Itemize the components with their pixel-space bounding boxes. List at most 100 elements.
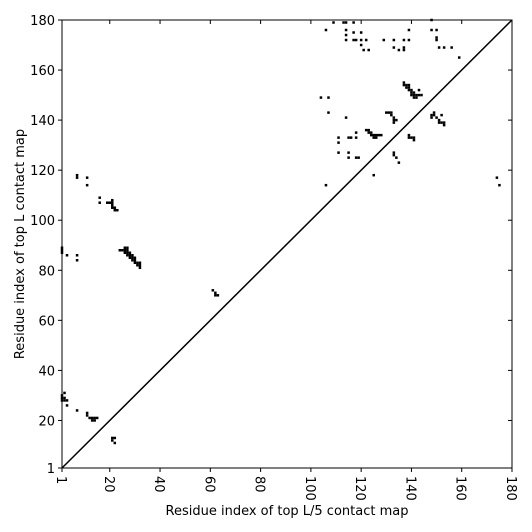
contact-point (432, 113, 436, 117)
contact-point (407, 83, 411, 87)
contact-point (85, 176, 89, 179)
contact-point (372, 133, 375, 137)
x-tick-label: 180 (503, 476, 518, 501)
contact-point (138, 266, 142, 270)
contact-point (407, 38, 411, 42)
contact-point (417, 88, 421, 92)
contact-point (211, 289, 215, 292)
contact-point (63, 396, 66, 400)
contact-point (65, 399, 69, 402)
contact-point (63, 399, 66, 402)
contact-point (362, 48, 365, 52)
contact-point (113, 441, 117, 445)
diagonal-line (61, 19, 513, 469)
x-tick-label: 120 (352, 476, 367, 501)
contact-point (369, 131, 373, 134)
contact-point (354, 156, 358, 159)
contact-point (367, 48, 370, 52)
contact-point (352, 38, 355, 42)
contact-point (75, 409, 79, 412)
contact-point (407, 28, 411, 32)
y-axis-label: Residue index of top L contact map (13, 129, 28, 359)
contact-point (385, 111, 388, 114)
contact-point (128, 251, 132, 255)
contact-point (359, 31, 363, 34)
contact-point (405, 83, 408, 87)
contact-point (430, 113, 433, 117)
y-tick-label: 160 (30, 64, 55, 79)
contact-point (90, 419, 94, 422)
contact-point (93, 416, 96, 420)
contact-point (128, 256, 132, 260)
contact-point (63, 391, 66, 395)
contact-point (98, 201, 101, 204)
contact-point (131, 259, 134, 262)
contact-point (138, 264, 142, 267)
contact-point (324, 183, 328, 187)
contact-point (387, 111, 391, 114)
contact-point (392, 116, 396, 119)
contact-point (108, 201, 112, 204)
contact-point (75, 173, 79, 177)
contact-point (344, 33, 348, 37)
contact-point (123, 251, 127, 255)
contact-point (123, 249, 127, 252)
y-tick-label: 140 (30, 114, 55, 129)
contact-point (111, 203, 114, 207)
contact-point (432, 111, 436, 114)
contact-point (442, 46, 446, 49)
contact-point (128, 254, 132, 257)
contact-point (435, 36, 438, 39)
contact-point (75, 176, 79, 179)
contact-point (410, 93, 413, 97)
contact-point (440, 121, 443, 124)
contact-point (324, 28, 328, 32)
contact-point (332, 21, 335, 24)
contact-point (344, 116, 348, 119)
y-tick-label: 120 (30, 164, 55, 179)
contact-point (327, 111, 330, 114)
contact-point (111, 436, 114, 440)
contact-point (354, 38, 358, 42)
contact-point (126, 246, 129, 250)
x-axis-label: Residue index of top L/5 contact map (166, 504, 409, 519)
y-tick-label: 180 (30, 14, 55, 29)
contact-point (344, 28, 348, 32)
contact-point (377, 133, 381, 137)
contact-point (410, 136, 413, 139)
contact-point (131, 256, 134, 260)
contact-point (367, 128, 370, 132)
y-tick-label: 80 (38, 264, 55, 279)
contact-point (397, 48, 401, 52)
contact-point (437, 121, 441, 124)
contact-point (65, 404, 69, 407)
contact-point (435, 38, 438, 42)
contact-point (392, 118, 396, 122)
contact-point (390, 111, 393, 114)
contact-point (417, 93, 421, 97)
y-tick-label: 40 (38, 364, 55, 379)
contact-point (347, 136, 350, 139)
contact-point (88, 416, 91, 420)
contact-point (113, 208, 117, 212)
contact-point (395, 156, 398, 159)
contact-point (111, 206, 114, 209)
contact-point (359, 43, 363, 47)
contact-point (442, 121, 446, 124)
contact-point (412, 91, 416, 94)
contact-point (437, 46, 441, 49)
x-tick-label: 20 (101, 476, 116, 493)
contact-point (407, 136, 411, 139)
plot-frame (61, 19, 513, 469)
x-tick-label: 160 (453, 476, 468, 501)
x-tick-label: 80 (252, 476, 267, 493)
contact-point (216, 294, 220, 297)
contact-point (392, 151, 396, 154)
contact-point (457, 56, 461, 59)
contact-point (337, 151, 340, 154)
contact-point (407, 88, 411, 92)
contact-point (347, 156, 350, 159)
contact-point (133, 259, 137, 262)
contact-point (415, 96, 418, 99)
contact-point (138, 261, 142, 265)
